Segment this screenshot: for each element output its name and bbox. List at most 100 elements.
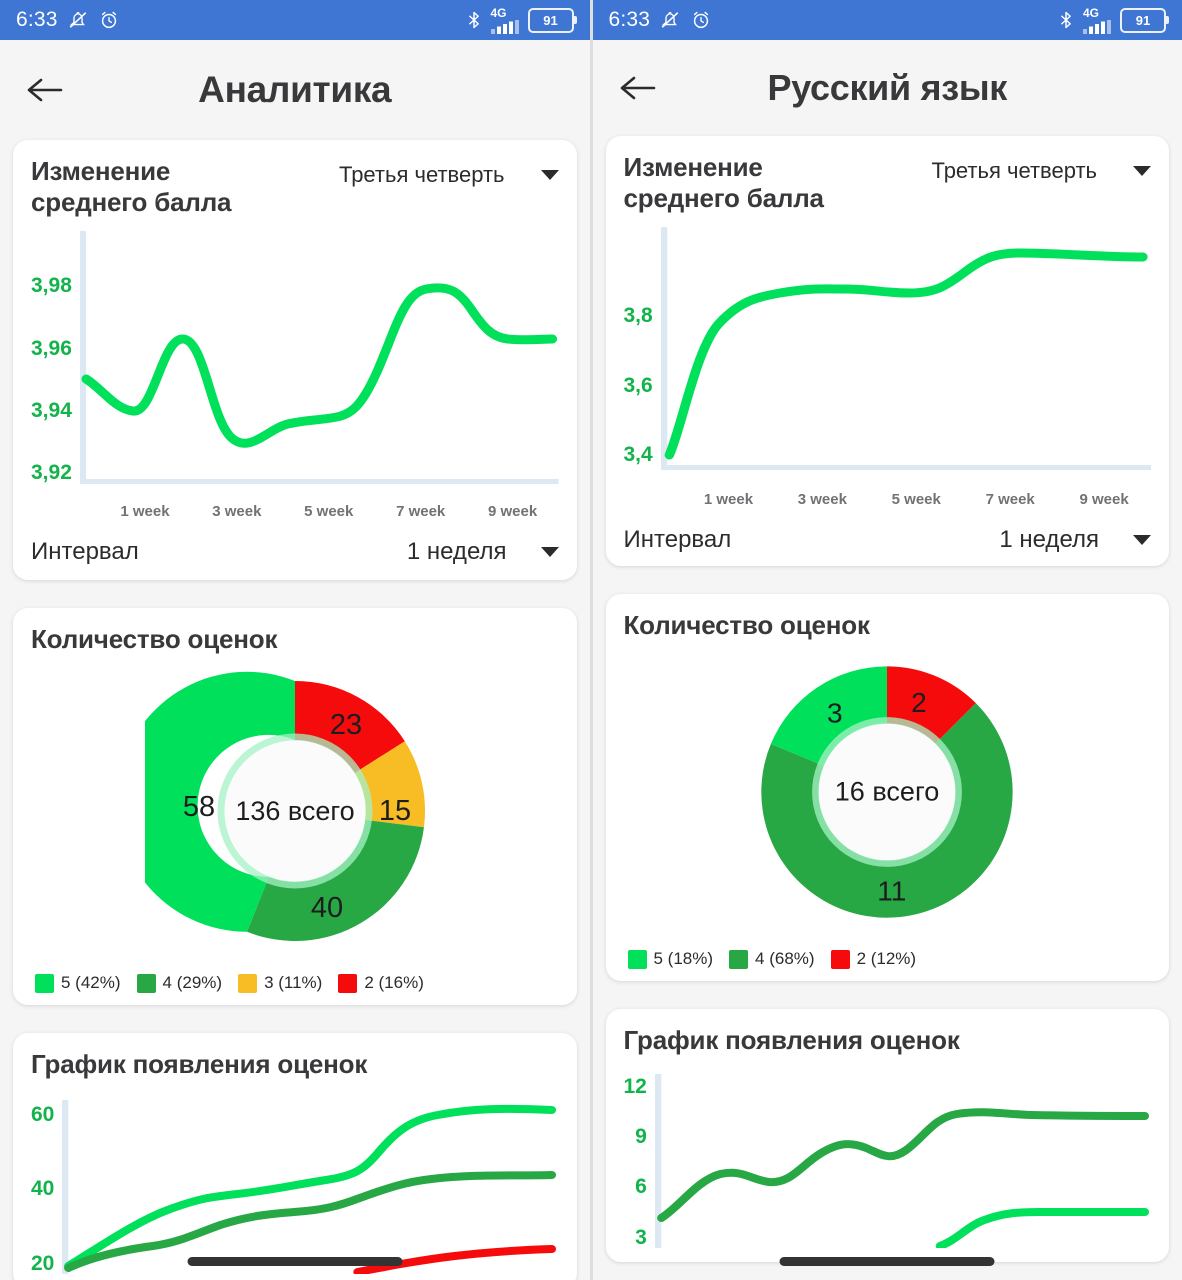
arrow-left-icon bbox=[27, 78, 63, 102]
donut-slice-label: 15 bbox=[379, 795, 411, 827]
card-title: Количество оценок bbox=[623, 610, 870, 641]
legend-swatch bbox=[338, 973, 358, 993]
card-title: График появления оценок bbox=[31, 1049, 368, 1080]
legend-item: 5 (42%) bbox=[35, 973, 121, 993]
status-bar-right: 4G 91 bbox=[1056, 5, 1169, 34]
interval-value: 1 неделя bbox=[999, 526, 1099, 554]
home-indicator[interactable] bbox=[779, 1257, 995, 1266]
arrow-left-icon bbox=[620, 76, 655, 100]
legend-swatch bbox=[35, 973, 54, 993]
bluetooth-icon bbox=[468, 11, 479, 29]
y-tick: 40 bbox=[31, 1177, 55, 1201]
network-type-label: 4G bbox=[490, 5, 507, 20]
x-tick: 5 week bbox=[891, 491, 941, 509]
period-select[interactable]: Третья четверть bbox=[339, 156, 559, 188]
legend-label: 2 (16%) bbox=[364, 973, 424, 993]
legend-item: 4 (29%) bbox=[136, 973, 223, 993]
x-tick: 7 week bbox=[396, 503, 446, 521]
legend-item: 2 (16%) bbox=[338, 973, 424, 993]
y-tick: 20 bbox=[31, 1251, 55, 1275]
interval-select[interactable]: Интервал 1 неделя bbox=[31, 534, 559, 566]
status-bar-left: 6:33 bbox=[609, 8, 713, 32]
x-tick: 5 week bbox=[304, 503, 354, 521]
interval-label: Интервал bbox=[623, 526, 732, 554]
legend-swatch bbox=[238, 973, 258, 993]
battery-level: 91 bbox=[1135, 12, 1151, 28]
card-grade-counts: Количество оценок 16 всего bbox=[605, 594, 1169, 982]
card-title: Изменение среднего балла bbox=[31, 156, 232, 217]
interval-select[interactable]: Интервал 1 неделя bbox=[623, 522, 1151, 554]
alarm-clock-icon bbox=[101, 11, 116, 29]
bell-muted-icon bbox=[69, 11, 87, 28]
y-tick: 6 bbox=[635, 1175, 647, 1199]
x-tick: 1 week bbox=[120, 503, 170, 521]
donut-slice-label: 23 bbox=[330, 709, 362, 741]
y-tick: 3,96 bbox=[31, 336, 72, 360]
chart-average-score: 3,8 3,6 3,4 1 week bbox=[623, 227, 1151, 509]
donut-slice-label: 3 bbox=[827, 697, 843, 728]
legend-item: 3 (11%) bbox=[238, 973, 322, 993]
y-tick: 12 bbox=[623, 1074, 647, 1098]
period-select-value: Третья четверть bbox=[931, 158, 1097, 183]
legend-item: 5 (18%) bbox=[627, 949, 713, 969]
donut-slice-label: 2 bbox=[911, 687, 927, 718]
chart-grade-timeline: 60 40 20 bbox=[31, 1094, 559, 1274]
card-title: Количество оценок bbox=[31, 624, 278, 655]
network-type-label: 4G bbox=[1083, 5, 1100, 20]
card-average-score: Изменение среднего балла Третья четверть… bbox=[13, 140, 577, 581]
status-bar: 6:33 4G bbox=[0, 0, 590, 40]
y-tick: 3,92 bbox=[31, 461, 72, 485]
bluetooth-icon bbox=[1061, 11, 1071, 29]
legend-swatch bbox=[830, 949, 850, 969]
donut-slice-label: 11 bbox=[878, 875, 907, 906]
app-bar-analytics: Аналитика bbox=[0, 40, 590, 140]
plot-area bbox=[62, 1094, 558, 1274]
chevron-down-icon bbox=[540, 170, 559, 180]
x-tick: 1 week bbox=[703, 491, 754, 509]
plot-area bbox=[79, 231, 559, 499]
battery-icon: 91 bbox=[527, 7, 577, 33]
plot-area bbox=[654, 1070, 1151, 1248]
donut-legend: 5 (42%) 4 (29%) 3 (11%) 2 (16%) bbox=[31, 973, 559, 993]
chevron-down-icon bbox=[1133, 535, 1151, 546]
donut-slice-label: 58 bbox=[183, 791, 215, 823]
content-scroll-analytics[interactable]: Изменение среднего балла Третья четверть… bbox=[0, 140, 590, 1280]
status-bar-left: 6:33 bbox=[16, 8, 120, 32]
donut-chart-grade-counts: 16 всего 2 11 3 bbox=[624, 647, 1152, 937]
legend-item: 4 (68%) bbox=[729, 949, 815, 969]
donut-center-label: 136 всего bbox=[235, 796, 354, 826]
legend-label: 4 (68%) bbox=[755, 949, 815, 969]
y-tick: 3,94 bbox=[31, 399, 72, 422]
period-select[interactable]: Третья четверть bbox=[931, 152, 1151, 184]
legend-label: 2 (12%) bbox=[856, 949, 917, 969]
back-button[interactable] bbox=[22, 67, 68, 113]
legend-label: 4 (29%) bbox=[162, 973, 223, 993]
back-button[interactable] bbox=[615, 65, 661, 111]
donut-center-label: 16 всего bbox=[835, 777, 940, 807]
card-grade-timeline: График появления оценок 60 40 20 bbox=[13, 1033, 577, 1280]
content-scroll-russian[interactable]: Изменение среднего балла Третья четверть… bbox=[593, 136, 1182, 1262]
battery-level: 91 bbox=[543, 12, 558, 28]
x-tick: 9 week bbox=[1079, 491, 1129, 509]
status-time: 6:33 bbox=[608, 8, 651, 31]
home-indicator[interactable] bbox=[187, 1257, 403, 1266]
x-tick: 3 week bbox=[797, 491, 847, 509]
card-average-score: Изменение среднего балла Третья четверть… bbox=[605, 136, 1169, 567]
y-tick: 3,8 bbox=[623, 304, 653, 328]
x-tick: 7 week bbox=[985, 491, 1035, 509]
chevron-down-icon bbox=[540, 547, 559, 558]
x-tick: 3 week bbox=[212, 503, 262, 521]
donut-legend: 5 (18%) 4 (68%) 2 (12%) bbox=[624, 949, 1152, 969]
phone-screen-analytics: 6:33 4G bbox=[0, 0, 590, 1280]
y-tick: 9 bbox=[635, 1125, 647, 1149]
signal-bars-icon bbox=[490, 19, 519, 34]
battery-icon: 91 bbox=[1120, 7, 1169, 33]
y-tick: 3 bbox=[635, 1225, 647, 1249]
page-title: Аналитика bbox=[198, 69, 392, 110]
plot-area bbox=[660, 227, 1151, 487]
donut-slice-label: 40 bbox=[311, 892, 343, 924]
legend-swatch bbox=[729, 949, 749, 969]
alarm-clock-icon bbox=[694, 11, 709, 29]
signal-bars-icon bbox=[1083, 19, 1111, 34]
